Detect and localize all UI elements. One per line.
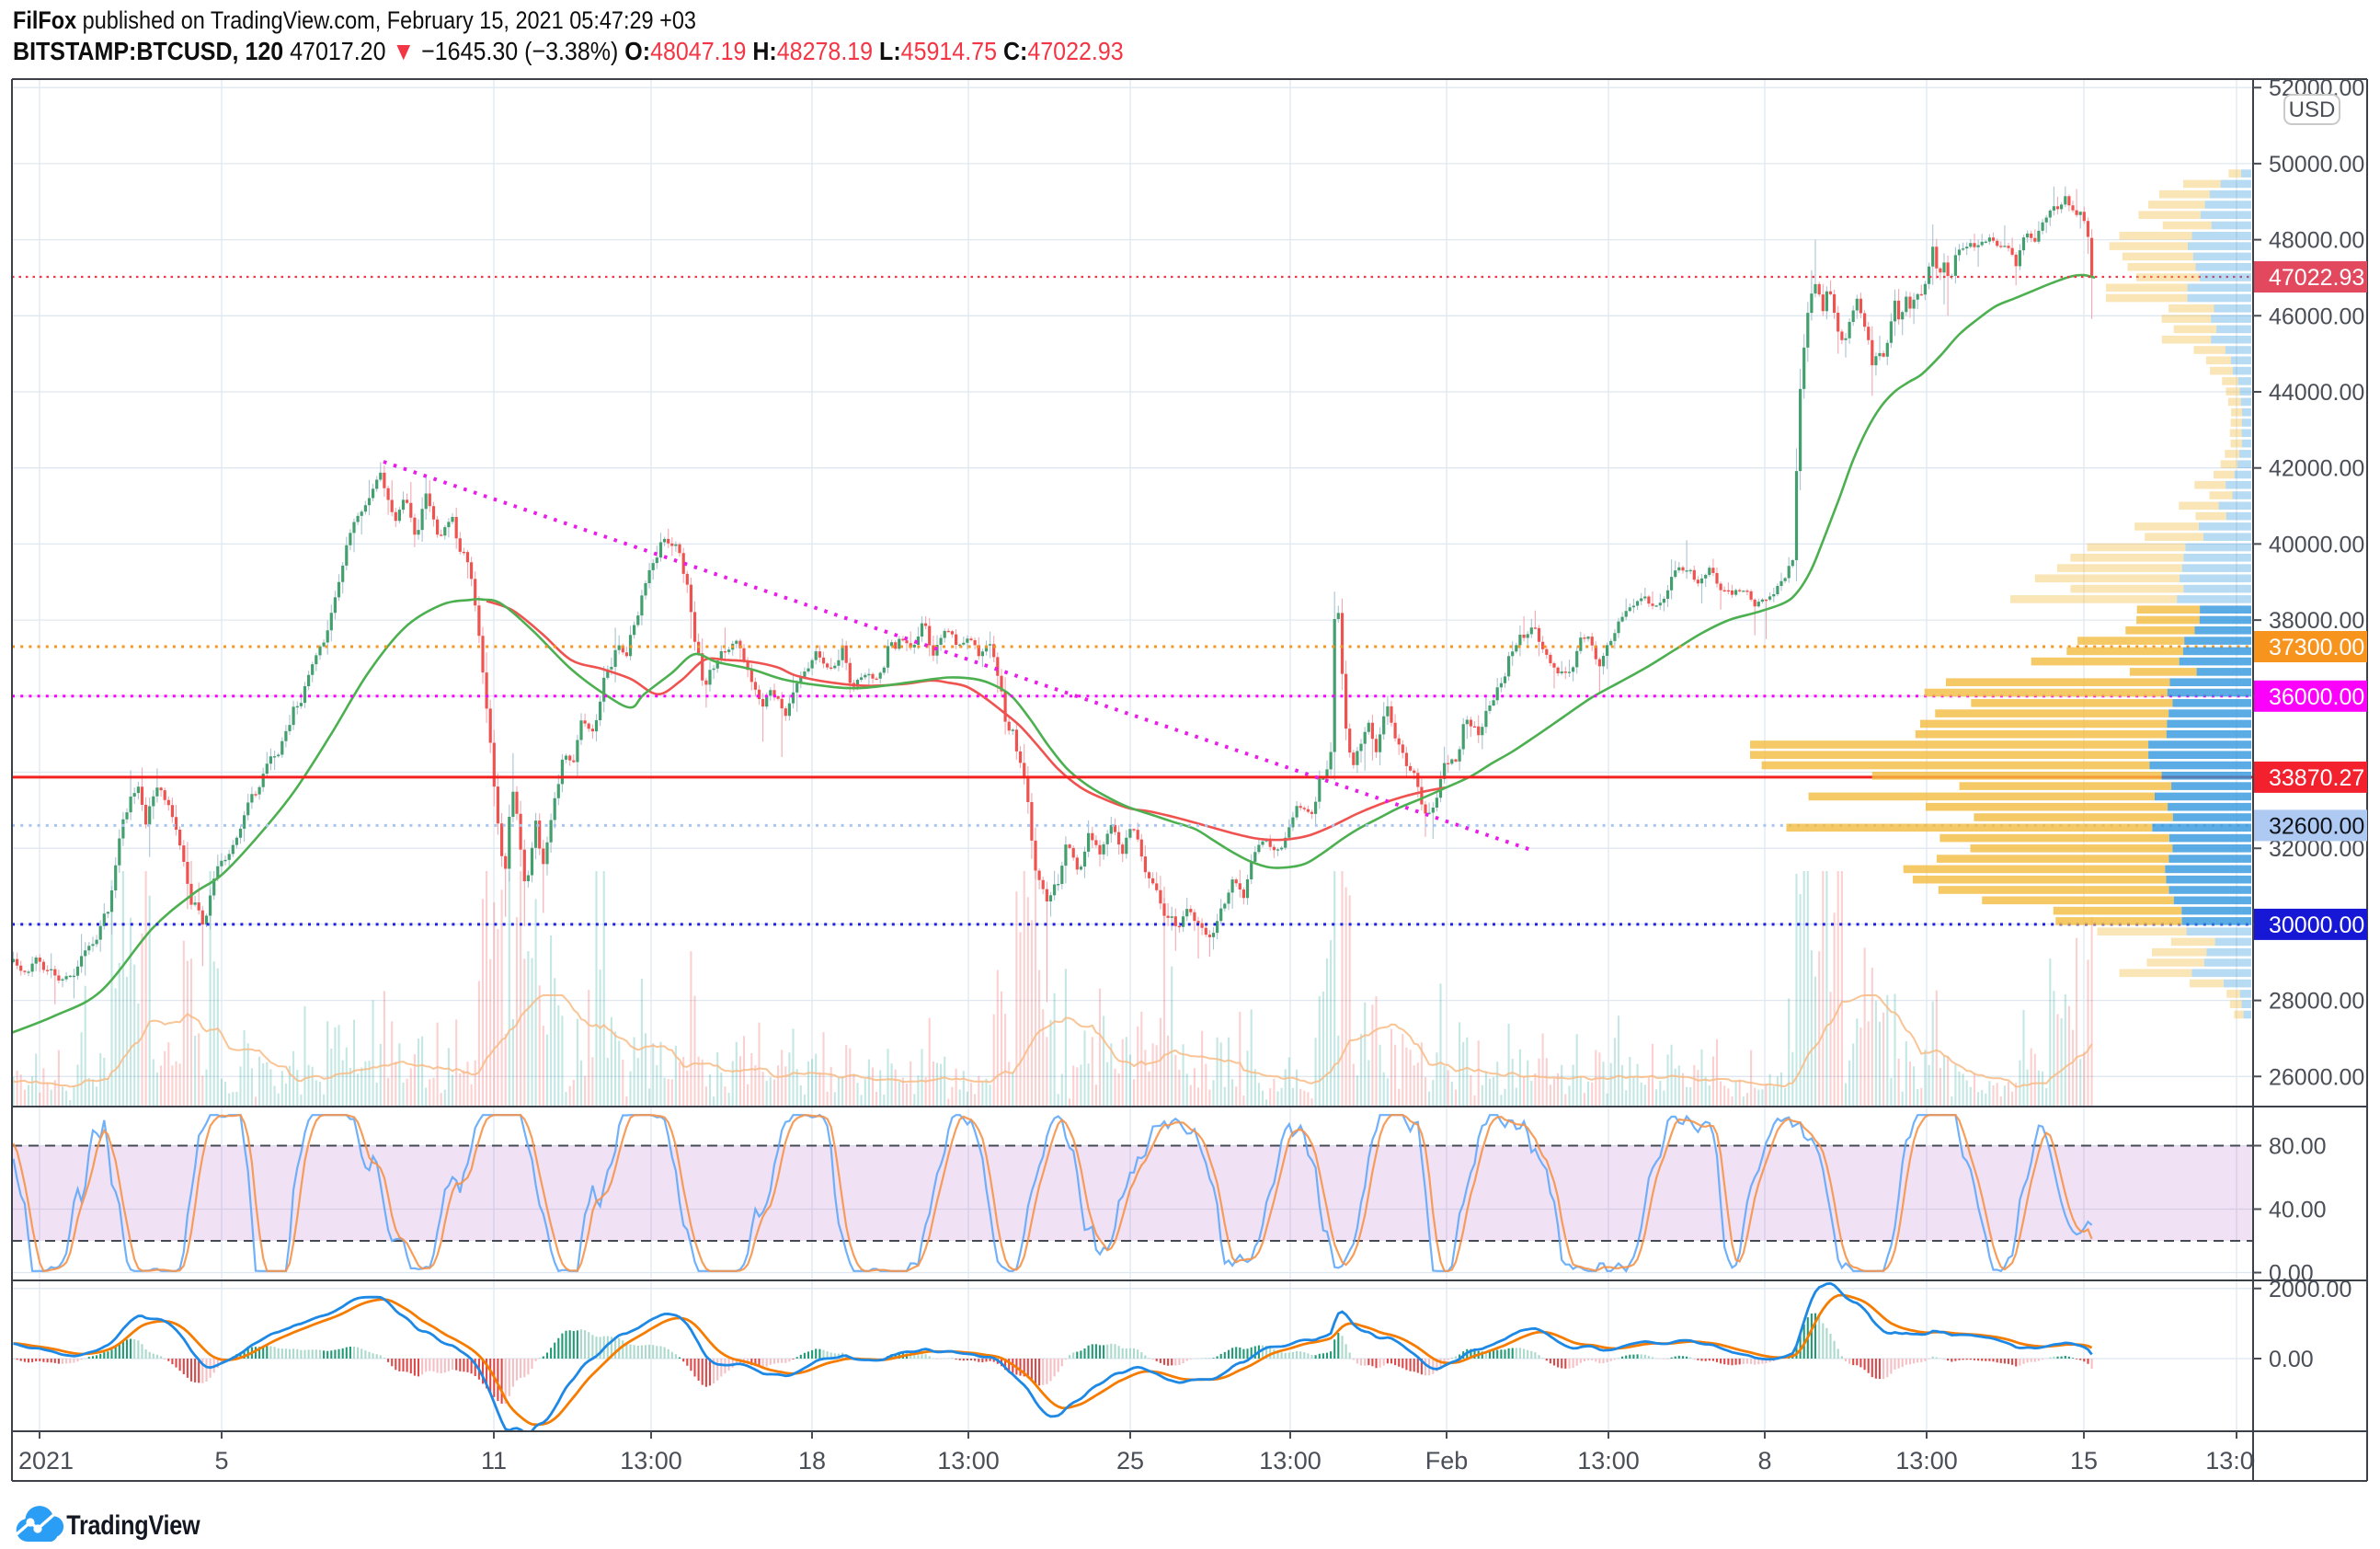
svg-text:13:00: 13:00 <box>937 1447 1000 1474</box>
svg-text:13:00: 13:00 <box>2205 1447 2268 1474</box>
svg-text:28000.00: 28000.00 <box>2269 989 2364 1015</box>
svg-text:13:00: 13:00 <box>1259 1447 1322 1474</box>
svg-text:FilFox published on TradingVie: FilFox published on TradingView.com, Feb… <box>13 7 696 35</box>
svg-text:2000.00: 2000.00 <box>2269 1277 2351 1302</box>
svg-text:11: 11 <box>481 1447 507 1474</box>
svg-text:USD: USD <box>2289 98 2336 122</box>
svg-text:13:00: 13:00 <box>1577 1447 1640 1474</box>
svg-text:32600.00: 32600.00 <box>2269 813 2364 839</box>
svg-text:47022.93: 47022.93 <box>2269 265 2364 291</box>
svg-text:40000.00: 40000.00 <box>2269 532 2364 557</box>
svg-text:42000.00: 42000.00 <box>2269 456 2364 482</box>
svg-text:0.00: 0.00 <box>2269 1261 2314 1287</box>
svg-text:Feb: Feb <box>1425 1447 1469 1474</box>
svg-text:BITSTAMP:BTCUSD, 120 47017.20: BITSTAMP:BTCUSD, 120 47017.20 ▼ −1645.30… <box>13 37 1124 66</box>
svg-text:33870.27: 33870.27 <box>2269 765 2364 791</box>
svg-text:2021: 2021 <box>18 1447 74 1474</box>
svg-text:15: 15 <box>2070 1447 2098 1474</box>
svg-text:80.00: 80.00 <box>2269 1134 2327 1160</box>
svg-text:50000.00: 50000.00 <box>2269 152 2364 178</box>
svg-text:40.00: 40.00 <box>2269 1198 2327 1223</box>
svg-text:13:00: 13:00 <box>1895 1447 1958 1474</box>
svg-text:13:00: 13:00 <box>620 1447 682 1474</box>
svg-text:8: 8 <box>1757 1447 1771 1474</box>
svg-text:18: 18 <box>798 1447 826 1474</box>
svg-text:36000.00: 36000.00 <box>2269 684 2364 710</box>
svg-text:37300.00: 37300.00 <box>2269 635 2364 660</box>
svg-text:5: 5 <box>214 1447 228 1474</box>
svg-text:TradingView: TradingView <box>66 1509 200 1541</box>
svg-text:26000.00: 26000.00 <box>2269 1064 2364 1090</box>
svg-text:0.00: 0.00 <box>2269 1347 2314 1372</box>
svg-text:25: 25 <box>1116 1447 1144 1474</box>
svg-text:30000.00: 30000.00 <box>2269 912 2364 938</box>
svg-text:44000.00: 44000.00 <box>2269 380 2364 406</box>
svg-text:38000.00: 38000.00 <box>2269 608 2364 634</box>
svg-text:46000.00: 46000.00 <box>2269 304 2364 329</box>
svg-text:48000.00: 48000.00 <box>2269 228 2364 254</box>
